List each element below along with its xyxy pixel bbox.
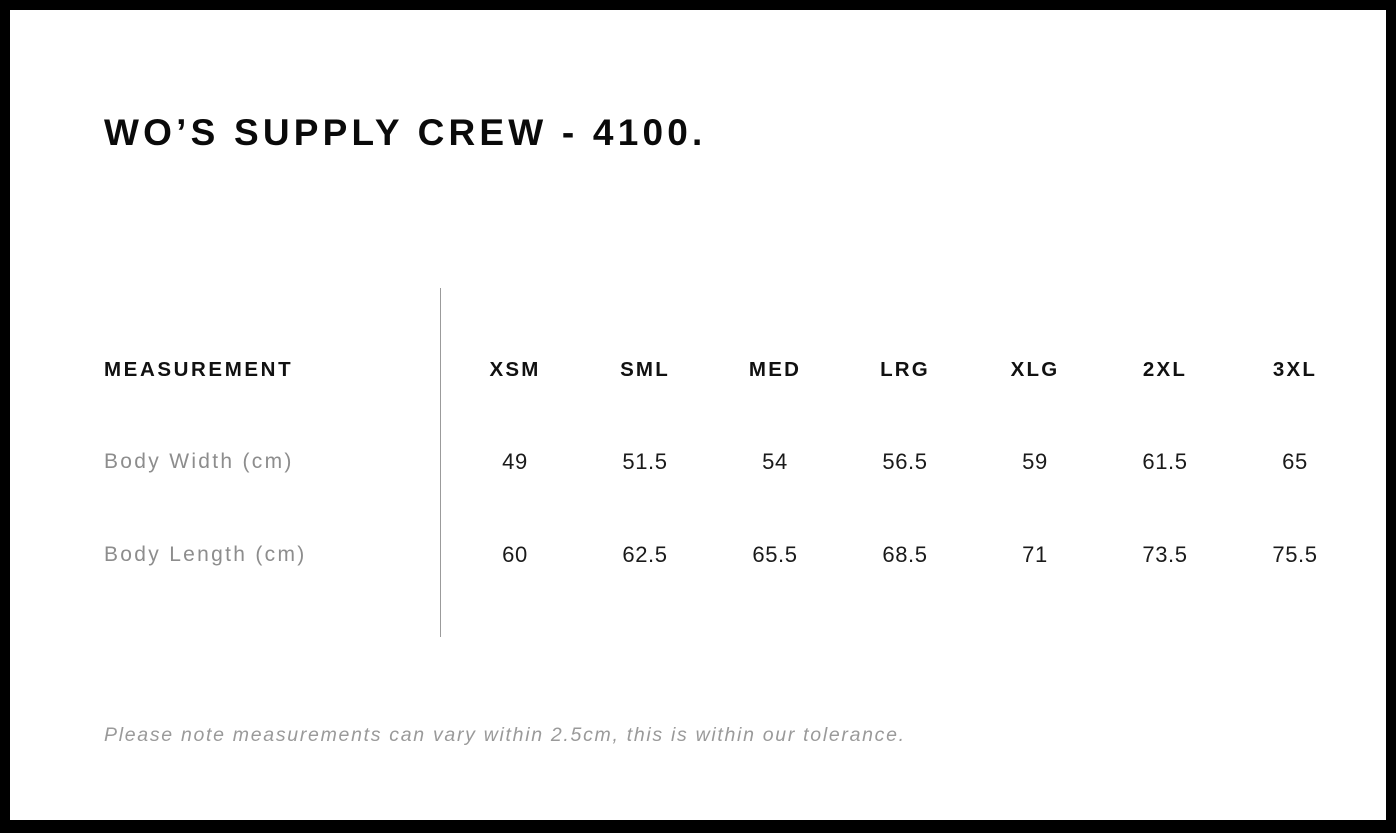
cell-body-length-med: 65.5 <box>752 542 798 567</box>
cell-body-width-sml: 51.5 <box>622 449 668 474</box>
column-header-xlg: XLG <box>1010 358 1060 381</box>
page-title: WO’S SUPPLY CREW - 4100. <box>104 112 707 153</box>
cell-body-length-2xl: 73.5 <box>1142 542 1188 567</box>
column-header-3xl: 3XL <box>1272 358 1318 381</box>
size-chart-card: WO’S SUPPLY CREW - 4100. MEASUREMENT XSM… <box>10 10 1386 820</box>
cell-body-length-sml: 62.5 <box>622 542 668 567</box>
row-label-body-length: Body Length (cm) <box>104 543 307 566</box>
cell-body-width-3xl: 65 <box>1282 449 1308 474</box>
table-row: Body Width (cm) 49 51.5 54 56.5 59 61.5 … <box>10 442 1386 482</box>
column-header-xsm: XSM <box>489 358 541 381</box>
measurement-table: MEASUREMENT XSM SML MED LRG XLG 2XL 3XL … <box>10 10 1386 820</box>
table-header-row: MEASUREMENT XSM SML MED LRG XLG 2XL 3XL <box>10 350 1386 390</box>
cell-body-width-2xl: 61.5 <box>1142 449 1188 474</box>
cell-body-length-lrg: 68.5 <box>882 542 928 567</box>
cell-body-length-xsm: 60 <box>502 542 528 567</box>
tolerance-footnote: Please note measurements can vary within… <box>104 724 906 746</box>
column-header-med: MED <box>748 358 802 381</box>
column-divider <box>440 288 441 637</box>
cell-body-length-xlg: 71 <box>1022 542 1048 567</box>
column-header-2xl: 2XL <box>1142 358 1188 381</box>
size-header-cells: XSM SML MED LRG XLG 2XL 3XL <box>450 350 1360 390</box>
cell-body-width-xsm: 49 <box>502 449 528 474</box>
cell-body-length-3xl: 75.5 <box>1272 542 1318 567</box>
row-values-body-length: 60 62.5 65.5 68.5 71 73.5 75.5 <box>450 535 1360 575</box>
table-row: Body Length (cm) 60 62.5 65.5 68.5 71 73… <box>10 535 1386 575</box>
cell-body-width-med: 54 <box>762 449 788 474</box>
column-header-measurement: MEASUREMENT <box>104 358 294 381</box>
cell-body-width-lrg: 56.5 <box>882 449 928 474</box>
row-label-body-width: Body Width (cm) <box>104 450 294 473</box>
row-values-body-width: 49 51.5 54 56.5 59 61.5 65 <box>450 442 1360 482</box>
column-header-sml: SML <box>620 358 670 381</box>
column-header-lrg: LRG <box>880 358 930 381</box>
cell-body-width-xlg: 59 <box>1022 449 1048 474</box>
